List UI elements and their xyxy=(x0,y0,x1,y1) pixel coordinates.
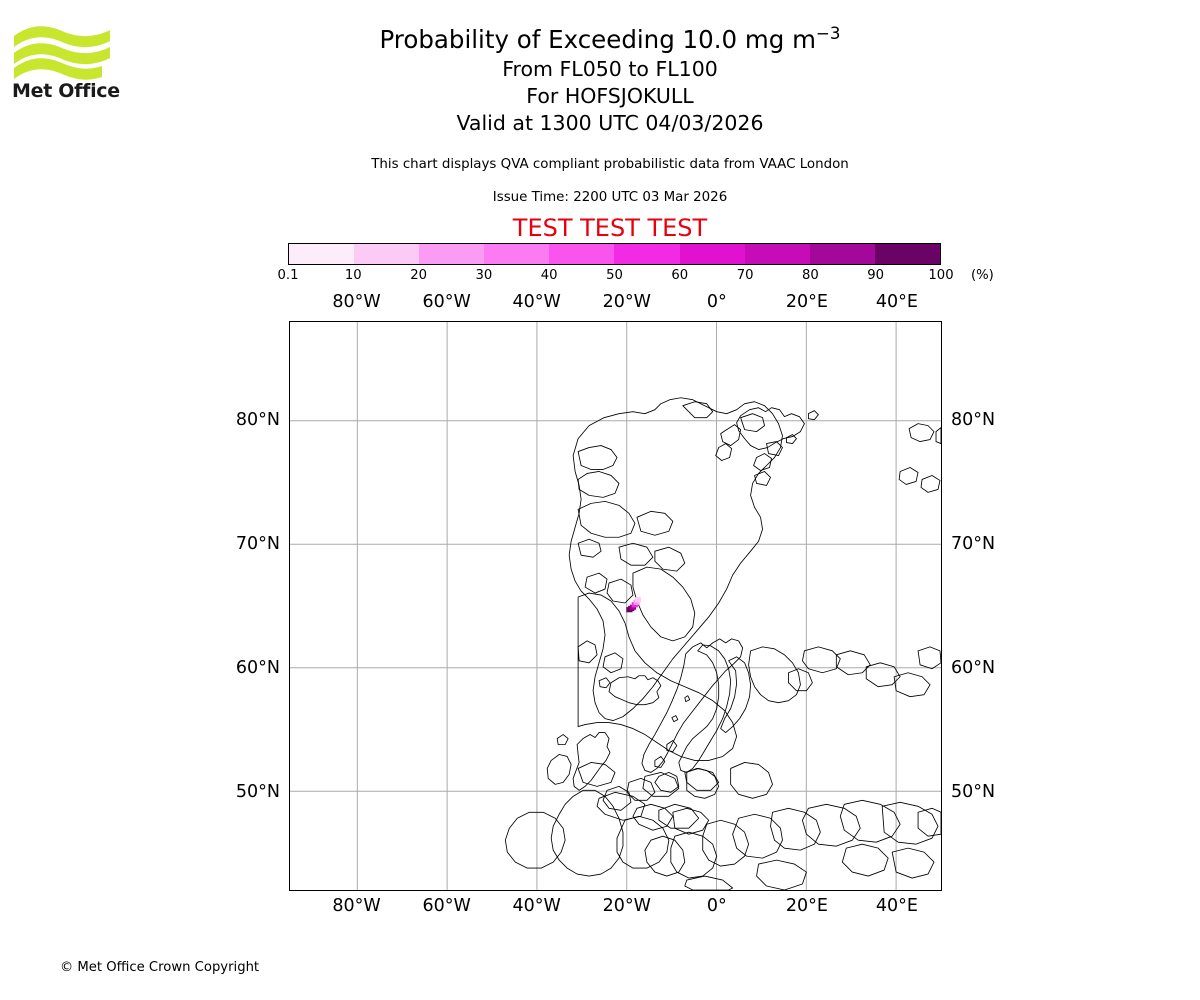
met-office-logo-text: Met Office xyxy=(12,80,120,102)
volcano-name-line: For HOFSJOKULL xyxy=(526,83,694,108)
colorbar-band-0 xyxy=(289,244,355,264)
copyright-footer: © Met Office Crown Copyright xyxy=(60,960,260,975)
colorbar-tick-10: 10 xyxy=(344,268,362,283)
lat-label-left-80°N: 80°N xyxy=(235,410,280,431)
lon-label-bottom-40°W: 40°W xyxy=(512,896,561,916)
colorbar-tick-30: 30 xyxy=(475,268,493,283)
colorbar-tick-50: 50 xyxy=(606,268,623,283)
colorbar-band-6 xyxy=(679,244,745,264)
colorbar-tick-0.1: 0.1 xyxy=(277,268,299,283)
met-office-logo: Met Office xyxy=(12,22,122,114)
chart-title: Probability of Exceeding 10.0 mg m−3 xyxy=(130,24,1090,56)
qva-note: This chart displays QVA compliant probab… xyxy=(371,157,849,172)
lat-label-right-80°N: 80°N xyxy=(951,410,996,431)
title-block: Probability of Exceeding 10.0 mg m−3 Fro… xyxy=(130,24,1090,136)
lon-label-top-40°W: 40°W xyxy=(512,292,561,312)
colorbar-tick-80: 80 xyxy=(802,268,819,283)
issue-time: Issue Time: 2200 UTC 03 Mar 2026 xyxy=(492,190,728,205)
colorbar-tick-90: 90 xyxy=(867,268,885,283)
colorbar-tick-20: 20 xyxy=(410,268,427,283)
met-office-wave-icon xyxy=(14,26,110,80)
lon-label-top-0°: 0° xyxy=(706,292,727,312)
ash-plume-overlay xyxy=(626,597,642,613)
lat-label-left-70°N: 70°N xyxy=(235,534,280,555)
ash-plume-cell-5 xyxy=(634,597,642,603)
colorbar-band-4 xyxy=(549,244,615,264)
coastlines xyxy=(504,397,941,890)
valid-time-line: Valid at 1300 UTC 04/03/2026 xyxy=(456,110,764,135)
probability-colorbar xyxy=(288,243,941,265)
lat-label-right-60°N: 60°N xyxy=(951,657,996,678)
map-plot-area xyxy=(289,321,942,891)
colorbar-tick-100: 100 xyxy=(928,268,954,283)
lon-label-bottom-40°E: 40°E xyxy=(875,896,918,916)
colorbar-band-1 xyxy=(354,244,420,264)
colorbar-tick-70: 70 xyxy=(736,268,754,283)
map-canvas xyxy=(290,322,941,890)
lon-label-bottom-20°W: 20°W xyxy=(602,896,651,916)
colorbar-unit-label: (%) xyxy=(971,268,994,283)
lon-label-bottom-80°W: 80°W xyxy=(332,896,381,916)
colorbar-tick-60: 60 xyxy=(671,268,689,283)
lon-label-top-40°E: 40°E xyxy=(875,292,918,312)
lon-label-bottom-0°: 0° xyxy=(706,896,727,916)
flight-level-line: From FL050 to FL100 xyxy=(502,57,718,82)
lat-label-right-70°N: 70°N xyxy=(951,534,996,555)
lat-label-left-50°N: 50°N xyxy=(235,781,280,802)
chart-title-exponent: −3 xyxy=(815,23,841,43)
lon-label-top-80°W: 80°W xyxy=(332,292,381,312)
lon-label-top-60°W: 60°W xyxy=(422,292,471,312)
colorbar-tick-40: 40 xyxy=(540,268,558,283)
test-banner: TEST TEST TEST xyxy=(512,214,708,242)
lon-label-bottom-60°W: 60°W xyxy=(422,896,471,916)
colorbar-band-7 xyxy=(744,244,810,264)
lat-label-right-50°N: 50°N xyxy=(951,781,996,802)
lon-label-top-20°E: 20°E xyxy=(785,292,828,312)
lon-label-bottom-20°E: 20°E xyxy=(785,896,828,916)
colorbar-band-2 xyxy=(419,244,485,264)
chart-title-text: Probability of Exceeding 10.0 mg m xyxy=(379,25,816,54)
colorbar-band-3 xyxy=(484,244,550,264)
colorbar-gradient xyxy=(288,243,941,265)
lon-label-top-20°W: 20°W xyxy=(602,292,651,312)
colorbar-tick-labels: 0.1 10 20 30 40 50 60 70 80 90 100 xyxy=(258,268,971,286)
colorbar-band-5 xyxy=(614,244,680,264)
colorbar-band-9 xyxy=(874,244,940,264)
colorbar-band-8 xyxy=(809,244,875,264)
lat-label-left-60°N: 60°N xyxy=(235,657,280,678)
